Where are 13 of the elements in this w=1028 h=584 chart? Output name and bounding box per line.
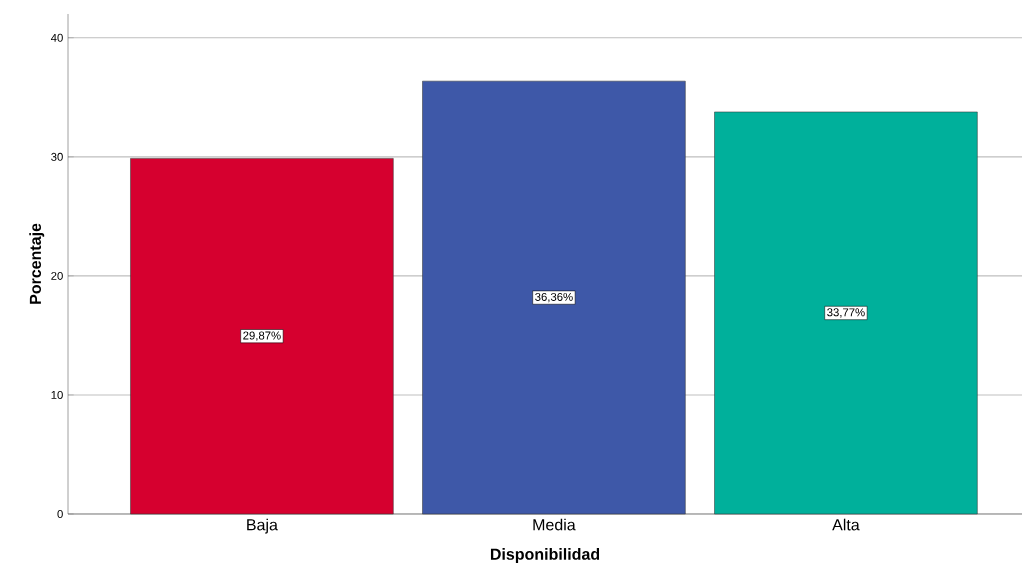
- y-tick-label: 20: [51, 271, 63, 280]
- y-tick-label: 30: [51, 152, 63, 161]
- data-label: 36,36%: [535, 292, 573, 303]
- y-tick-label: 0: [57, 509, 63, 518]
- data-label: 33,77%: [827, 308, 865, 318]
- y-tick-label: 10: [51, 390, 63, 399]
- x-tick-label: Alta: [832, 518, 860, 531]
- data-label: 29,87%: [243, 331, 281, 341]
- x-axis-title: Disponibilidad: [490, 548, 600, 564]
- y-axis-title: Porcentaje: [29, 223, 45, 304]
- x-tick-label: Baja: [247, 518, 278, 534]
- y-tick-label: 40: [50, 33, 63, 42]
- x-tick-label: Media: [533, 518, 576, 531]
